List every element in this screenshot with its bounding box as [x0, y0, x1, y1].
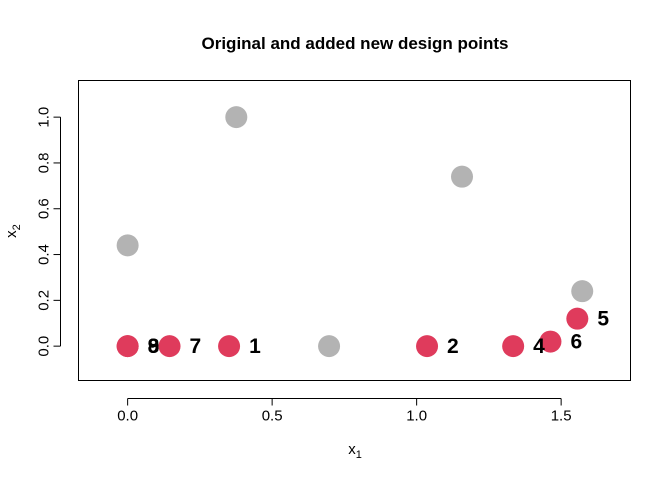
plot-area-frame — [78, 80, 631, 381]
y-axis-label-sub: 2 — [11, 224, 23, 230]
y-axis-label-base: x — [3, 230, 20, 238]
point-label: 2 — [447, 335, 459, 358]
x-axis-label-base: x — [348, 441, 356, 458]
x-tick-label: 0.5 — [262, 408, 283, 425]
added-point — [566, 307, 589, 330]
added-point — [539, 330, 562, 353]
point-label: 7 — [190, 335, 202, 358]
added-point — [116, 335, 139, 358]
original-point — [318, 335, 341, 358]
point-label: 8 — [148, 335, 160, 358]
original-point — [571, 280, 594, 303]
added-point — [416, 335, 439, 358]
y-tick-label: 0.6 — [36, 198, 53, 219]
point-labels: 89 7 1 2 4 65 — [148, 308, 610, 358]
x-axis-label-sub: 1 — [356, 449, 362, 461]
added-point — [158, 335, 181, 358]
y-tick-label: 0.8 — [36, 153, 53, 174]
point-label: 1 — [249, 335, 261, 358]
y-tick-label: 0.4 — [36, 244, 53, 265]
point-label: 4 — [533, 335, 545, 358]
point-label: 9 — [148, 335, 160, 358]
data-points — [116, 106, 594, 358]
y-axis: 0.0 0.2 0.4 0.6 0.8 1.0 — [36, 107, 61, 357]
point-label: 6 — [570, 331, 582, 354]
point-label: 5 — [597, 308, 609, 331]
original-point — [116, 234, 139, 257]
y-tick-label: 0.2 — [36, 290, 53, 311]
chart-title: Original and added new design points — [202, 34, 509, 53]
x-tick-label: 1.0 — [406, 408, 427, 425]
x-tick-label: 1.5 — [551, 408, 572, 425]
added-point — [502, 335, 525, 358]
added-point — [218, 335, 241, 358]
x-axis-label: x1 — [348, 441, 362, 461]
x-tick-label: 0.0 — [117, 408, 138, 425]
y-axis-label: x2 — [3, 224, 23, 238]
original-point — [225, 106, 248, 129]
y-tick-label: 0.0 — [36, 336, 53, 357]
x-axis: 0.0 0.5 1.0 1.5 — [117, 398, 572, 425]
y-tick-label: 1.0 — [36, 107, 53, 128]
original-point — [451, 165, 474, 188]
